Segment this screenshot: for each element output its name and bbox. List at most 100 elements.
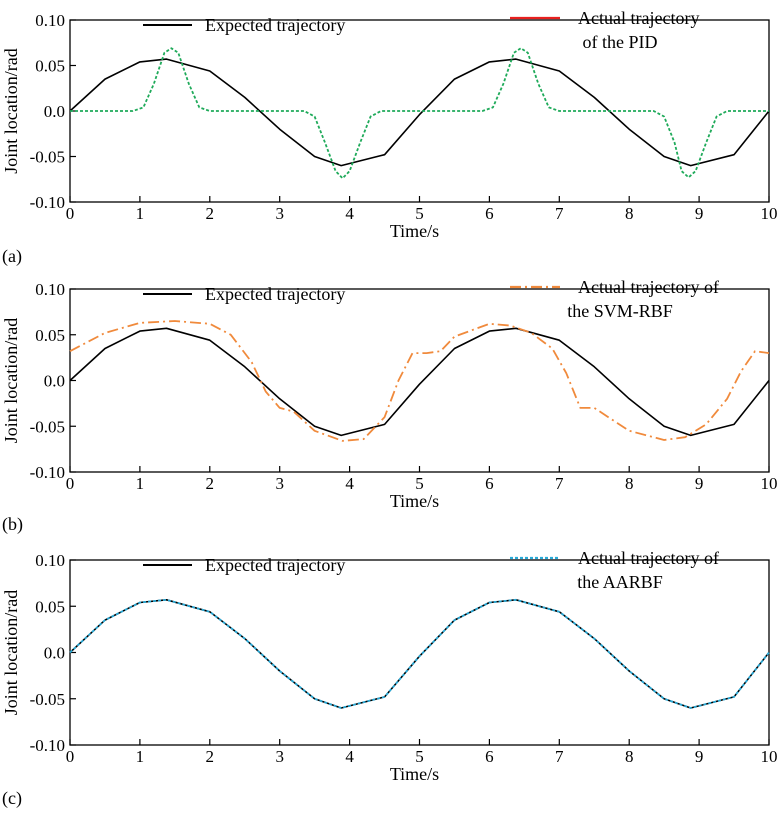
data-point (279, 398, 280, 399)
x-tick-label: 4 (345, 747, 354, 766)
data-point (769, 353, 770, 354)
data-point (734, 696, 735, 697)
data-point (363, 439, 364, 440)
data-point (695, 171, 696, 172)
data-point (143, 107, 144, 108)
data-point (653, 111, 654, 112)
data-point (516, 599, 517, 600)
data-point (164, 52, 165, 53)
x-tick-label: 8 (625, 747, 634, 766)
x-tick-label: 2 (206, 474, 215, 493)
data-point (166, 59, 167, 60)
data-point (171, 48, 172, 49)
data-point (209, 111, 210, 112)
data-point (314, 116, 315, 117)
data-point (664, 440, 665, 441)
data-point (105, 332, 106, 333)
data-point (251, 362, 252, 363)
y-axis-label: Joint location/rad (1, 318, 21, 443)
series-line-expected (69, 327, 770, 437)
plot-frame (69, 559, 770, 746)
data-point (209, 323, 210, 324)
data-point (419, 114, 420, 115)
x-tick-label: 6 (485, 747, 494, 766)
data-point (727, 111, 728, 112)
data-point (105, 79, 106, 80)
legend-label-actual-line2: of the PID (583, 32, 658, 52)
legend-label-actual: Actual trajectory of (578, 548, 719, 568)
data-point (314, 156, 315, 157)
data-point (342, 440, 343, 441)
y-tick-label: -0.10 (30, 736, 65, 755)
data-point (381, 111, 382, 112)
data-point (690, 435, 691, 436)
data-point (489, 323, 490, 324)
data-point (341, 165, 342, 166)
series-line-expected (69, 58, 770, 167)
x-tick-label: 9 (695, 204, 704, 223)
x-tick-label: 8 (625, 204, 634, 223)
panel-label: (c) (2, 788, 22, 809)
data-point (209, 611, 210, 612)
data-point (559, 71, 560, 72)
data-point (559, 111, 560, 112)
x-tick-label: 2 (206, 747, 215, 766)
data-point (492, 107, 493, 108)
x-tick-label: 5 (415, 204, 424, 223)
data-point (559, 340, 560, 341)
data-point (132, 111, 133, 112)
data-point (454, 348, 455, 349)
data-point (244, 366, 245, 367)
data-point (139, 331, 140, 332)
data-point (304, 111, 305, 112)
data-point (384, 154, 385, 155)
data-point (314, 426, 315, 427)
x-tick-label: 0 (66, 474, 75, 493)
data-point (516, 328, 517, 329)
data-point (516, 59, 517, 60)
legend-label-expected: Expected trajectory (205, 555, 345, 575)
x-tick-label: 1 (136, 204, 145, 223)
y-tick-label: 0.05 (35, 57, 65, 76)
data-point (664, 698, 665, 699)
data-point (209, 71, 210, 72)
data-point (419, 656, 420, 657)
x-tick-label: 1 (136, 747, 145, 766)
data-point (188, 83, 189, 84)
data-point (538, 83, 539, 84)
x-tick-label: 6 (485, 204, 494, 223)
data-point (527, 52, 528, 53)
data-point (594, 97, 595, 98)
data-point (629, 671, 630, 672)
data-point (341, 435, 342, 436)
y-tick-label: -0.05 (30, 690, 65, 709)
data-point (139, 322, 140, 323)
data-point (454, 336, 455, 337)
y-tick-label: 0.10 (35, 280, 65, 299)
data-point (166, 328, 167, 329)
data-point (314, 698, 315, 699)
x-tick-label: 7 (555, 474, 564, 493)
data-point (325, 142, 326, 143)
data-point (489, 331, 490, 332)
data-point (769, 380, 770, 381)
series-line-expected (69, 598, 770, 709)
data-point (594, 407, 595, 408)
data-point (314, 430, 315, 431)
data-point (178, 52, 179, 53)
data-point (769, 652, 770, 653)
data-point (265, 391, 266, 392)
data-point (199, 107, 200, 108)
x-tick-label: 4 (345, 204, 354, 223)
data-point (341, 708, 342, 709)
data-point (716, 116, 717, 117)
data-point (664, 156, 665, 157)
x-tick-label: 9 (695, 747, 704, 766)
panel-label: (b) (2, 514, 23, 535)
data-point (70, 351, 71, 352)
data-point (174, 321, 175, 322)
data-point (293, 411, 294, 412)
data-point (629, 398, 630, 399)
y-tick-label: -0.05 (30, 148, 65, 167)
